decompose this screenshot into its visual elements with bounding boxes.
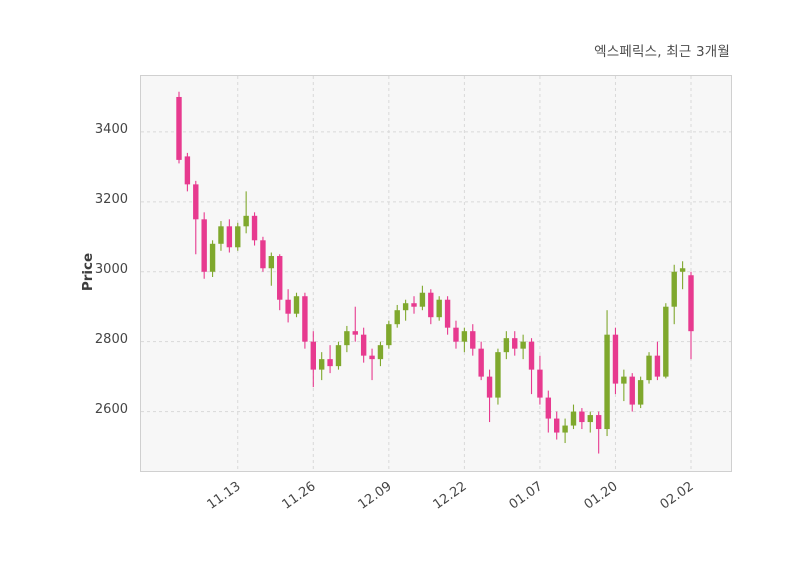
candle-body <box>293 296 300 314</box>
candle-body <box>679 268 686 272</box>
candle-body <box>285 299 291 314</box>
candle-body <box>663 306 669 377</box>
candle-body <box>369 355 375 360</box>
plot-canvas <box>141 76 731 471</box>
x-tick-label: 12.22 <box>430 479 470 513</box>
y-tick-label: 2600 <box>94 401 128 417</box>
candle-body <box>604 334 610 430</box>
candle-body <box>621 376 627 384</box>
candle-body <box>394 310 400 325</box>
candle-body <box>654 355 661 377</box>
candle-body <box>545 397 552 419</box>
candle-body <box>386 324 392 346</box>
candle-body <box>486 376 493 398</box>
y-tick-label: 3000 <box>94 261 128 277</box>
candle-body <box>335 345 342 367</box>
candle-body <box>218 226 224 244</box>
candle-body <box>646 355 652 381</box>
candle-body <box>453 327 459 342</box>
candle-body <box>562 425 568 433</box>
candle-body <box>428 292 434 318</box>
candle-body <box>537 369 543 398</box>
candle-body <box>419 292 426 307</box>
candle-body <box>277 256 283 300</box>
y-tick-label: 3400 <box>94 121 128 137</box>
x-tick-label: 11.26 <box>279 479 319 513</box>
candle-body <box>310 341 316 370</box>
candle-body <box>201 219 207 272</box>
candle-body <box>209 243 216 272</box>
candle-body <box>402 303 409 311</box>
candle-body <box>520 341 526 349</box>
candle-body <box>528 341 535 370</box>
candle-body <box>411 303 417 307</box>
candle-body <box>226 226 233 248</box>
candle-body <box>260 240 266 269</box>
candle-body <box>495 352 501 398</box>
candle-body <box>184 156 191 185</box>
x-tick-label: 11.13 <box>204 479 244 513</box>
candle-body <box>302 296 308 342</box>
chart-title: 엑스페릭스, 최근 3개월 <box>594 44 730 60</box>
candle-body <box>595 415 602 430</box>
x-tick-label: 02.02 <box>657 479 697 513</box>
candle-body <box>612 334 619 384</box>
candle-body <box>243 215 249 227</box>
candle-body <box>444 299 451 328</box>
candle-body <box>327 359 333 367</box>
candle-body <box>470 331 476 349</box>
x-tick-label: 12.09 <box>355 479 395 513</box>
candle-body <box>570 411 577 426</box>
candle-body <box>436 299 442 318</box>
candle-body <box>176 96 182 160</box>
candle-body <box>360 334 367 356</box>
candle-body <box>554 418 560 433</box>
plot-area <box>140 75 732 472</box>
x-tick-label: 01.20 <box>581 479 622 513</box>
candle-body <box>478 348 484 377</box>
candle-body <box>251 215 258 241</box>
candle-body <box>503 338 510 353</box>
candle-body <box>688 275 694 332</box>
x-tick-label: 01.07 <box>506 479 546 513</box>
candle-body <box>268 256 275 269</box>
candle-body <box>512 338 518 349</box>
candle-body <box>352 331 358 335</box>
candle-body <box>629 376 635 405</box>
candle-body <box>461 331 468 342</box>
candle-body <box>377 345 384 360</box>
candle-body <box>344 331 350 346</box>
y-tick-label: 2800 <box>94 331 128 347</box>
candle-body <box>235 226 241 248</box>
candle-body <box>579 411 585 423</box>
candle-body <box>193 184 199 220</box>
candle-body <box>671 271 677 307</box>
candle-body <box>637 380 644 405</box>
candle-body <box>318 359 325 370</box>
y-tick-label: 3200 <box>94 191 128 207</box>
candle-body <box>587 415 593 423</box>
